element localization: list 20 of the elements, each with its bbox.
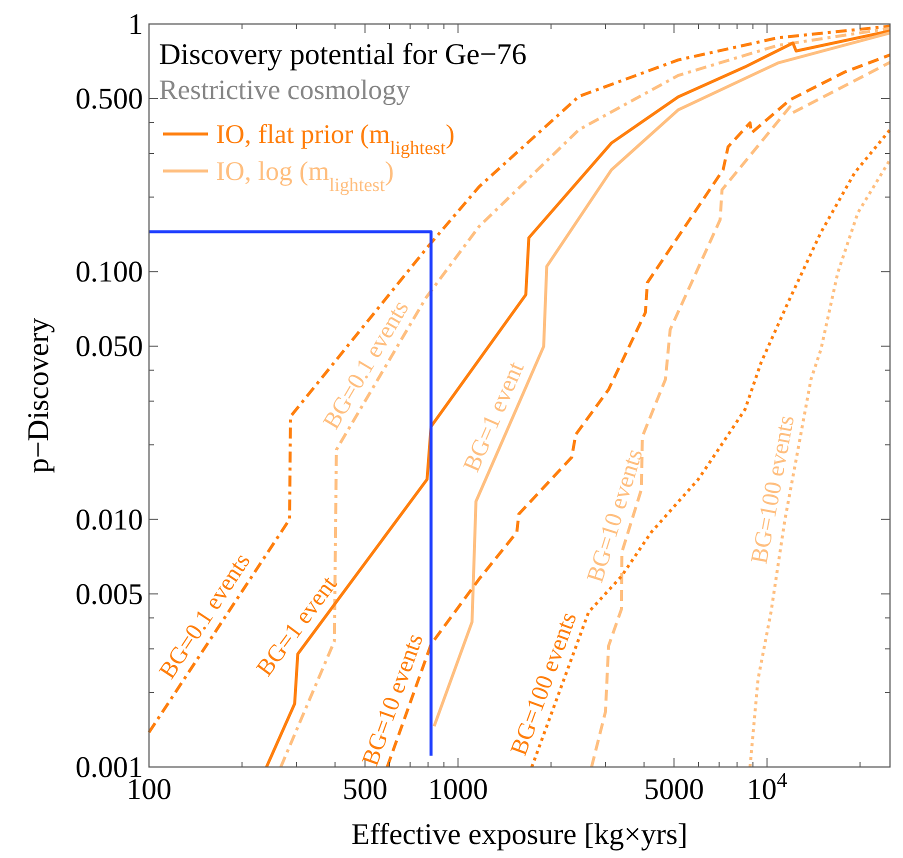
y-tick-label: 1 xyxy=(128,8,143,41)
y-tick-label: 0.005 xyxy=(76,578,143,611)
y-tick-label: 0.500 xyxy=(76,82,143,116)
annotation: BG=10 events xyxy=(357,630,428,770)
annotation: BG=1 event xyxy=(458,358,530,476)
x-axis-title: Effective exposure [kg×yrs] xyxy=(351,818,688,851)
y-tick-label: 0.050 xyxy=(76,330,143,364)
legend-label: IO, log (m$_{lightest}$) xyxy=(216,156,394,196)
text: Discovery potential for Ge−76 xyxy=(159,38,527,71)
y-tick-label: 0.010 xyxy=(76,503,143,536)
annotation: BG=100 events xyxy=(746,413,800,566)
x-tick-label: 5000 xyxy=(644,773,704,806)
legend-label: IO, flat prior (m$_{lightest}$) xyxy=(216,119,455,158)
x-tick-label: 10$^{4}$ xyxy=(746,768,788,806)
annotation: BG=10 events xyxy=(582,446,648,586)
x-tick-label: 1000 xyxy=(428,773,488,806)
y-tick-label: 0.100 xyxy=(76,256,143,289)
text: Restrictive cosmology xyxy=(159,75,410,106)
x-tick-label: 500 xyxy=(342,773,388,806)
y-axis-title: p−Discovery xyxy=(22,318,55,474)
